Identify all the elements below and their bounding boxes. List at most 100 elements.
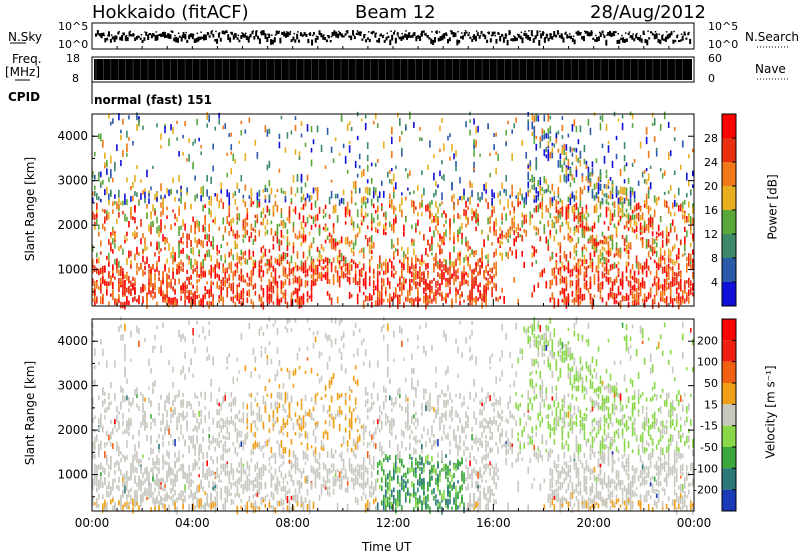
power-cell — [647, 150, 650, 159]
noise-sky-mark — [422, 30, 425, 33]
power-cell — [276, 236, 279, 244]
power-cell — [687, 258, 690, 267]
power-cell — [413, 278, 415, 286]
noise-sky-mark — [378, 38, 381, 43]
power-cell — [531, 214, 534, 219]
power-cell — [344, 206, 347, 211]
power-cell — [304, 264, 307, 269]
power-cell — [543, 114, 546, 122]
noise-sky-mark — [506, 39, 509, 46]
velocity-cell — [164, 406, 166, 411]
power-cell — [286, 301, 289, 309]
noise-sky-mark — [145, 31, 148, 36]
noise-sky-mark — [497, 32, 500, 35]
y-tick-label: 3000 — [57, 174, 88, 188]
power-cell — [679, 278, 682, 286]
power-cell — [493, 273, 495, 279]
power-cell — [635, 287, 638, 293]
noise-search-mark — [204, 34, 206, 36]
power-cell — [280, 280, 283, 285]
power-cell — [194, 226, 196, 235]
power-cell — [603, 247, 606, 252]
power-cell — [354, 262, 357, 269]
power-cell — [264, 225, 267, 230]
velocity-cell — [142, 472, 144, 479]
velocity-cell — [108, 481, 110, 486]
power-cell — [208, 292, 210, 299]
power-cell — [326, 227, 329, 231]
power-cell — [174, 222, 176, 226]
power-cell — [178, 208, 180, 216]
noise-sky-mark — [447, 39, 450, 44]
power-cell — [122, 280, 124, 288]
power-cell — [328, 279, 331, 285]
power-cell — [585, 160, 588, 167]
power-cell — [184, 121, 186, 127]
power-cell — [384, 291, 387, 297]
power-cell — [152, 295, 154, 300]
noise-sky-mark — [162, 31, 165, 37]
power-cell — [372, 120, 375, 125]
power-cell — [479, 264, 481, 271]
power-cell — [364, 201, 367, 209]
power-cell — [677, 263, 680, 271]
velocity-cell — [94, 365, 96, 370]
power-cell — [176, 137, 178, 141]
power-cell — [106, 288, 108, 296]
noise-sky-mark — [484, 35, 487, 40]
power-cell — [370, 301, 373, 308]
power-cell — [240, 295, 243, 300]
power-cell — [224, 267, 227, 273]
noise-sky-mark — [452, 32, 455, 38]
power-cell — [288, 242, 291, 246]
power-cell — [575, 165, 578, 173]
power-cell — [350, 258, 353, 263]
power-cell — [537, 180, 540, 187]
power-cell — [449, 270, 451, 279]
power-cell — [166, 281, 168, 289]
power-cell — [611, 293, 614, 299]
noise-search-mark — [535, 35, 538, 38]
power-cell — [437, 280, 439, 286]
power-cell — [421, 170, 423, 176]
power-cell — [589, 252, 592, 261]
power-cell — [286, 241, 289, 246]
power-cell — [300, 173, 303, 178]
velocity-cell — [96, 434, 98, 442]
power-cell — [240, 130, 243, 136]
power-cell — [156, 192, 158, 201]
power-cell — [565, 276, 568, 283]
noise-search-mark — [405, 30, 407, 32]
velocity-cell — [138, 429, 140, 437]
velocity-cell — [188, 435, 190, 440]
power-cell — [605, 199, 608, 204]
power-cell — [232, 192, 235, 199]
velocity-cell — [110, 465, 112, 471]
power-cell — [681, 207, 684, 214]
power-cell — [98, 171, 100, 176]
power-cell — [162, 197, 164, 205]
power-cell — [376, 291, 379, 299]
power-cell — [645, 296, 648, 302]
power-cell — [334, 238, 337, 246]
power-cell — [689, 189, 692, 196]
power-cell — [262, 245, 265, 249]
power-cell — [322, 247, 325, 252]
power-cell — [246, 272, 249, 278]
noise-sky-mark — [212, 33, 215, 38]
power-cell — [573, 208, 576, 217]
power-cell — [364, 114, 367, 119]
power-cell — [661, 244, 664, 248]
noise-sky-mark — [661, 34, 664, 41]
power-cell — [573, 207, 576, 213]
power-cell — [425, 284, 427, 292]
power-cell — [645, 270, 648, 278]
power-cell — [376, 214, 379, 220]
power-cell — [687, 297, 690, 304]
noise-search-mark — [237, 34, 240, 37]
power-cell — [328, 214, 331, 219]
power-cell — [142, 190, 144, 195]
power-cell — [581, 259, 584, 267]
power-cell — [549, 203, 552, 209]
power-cell — [437, 264, 439, 270]
